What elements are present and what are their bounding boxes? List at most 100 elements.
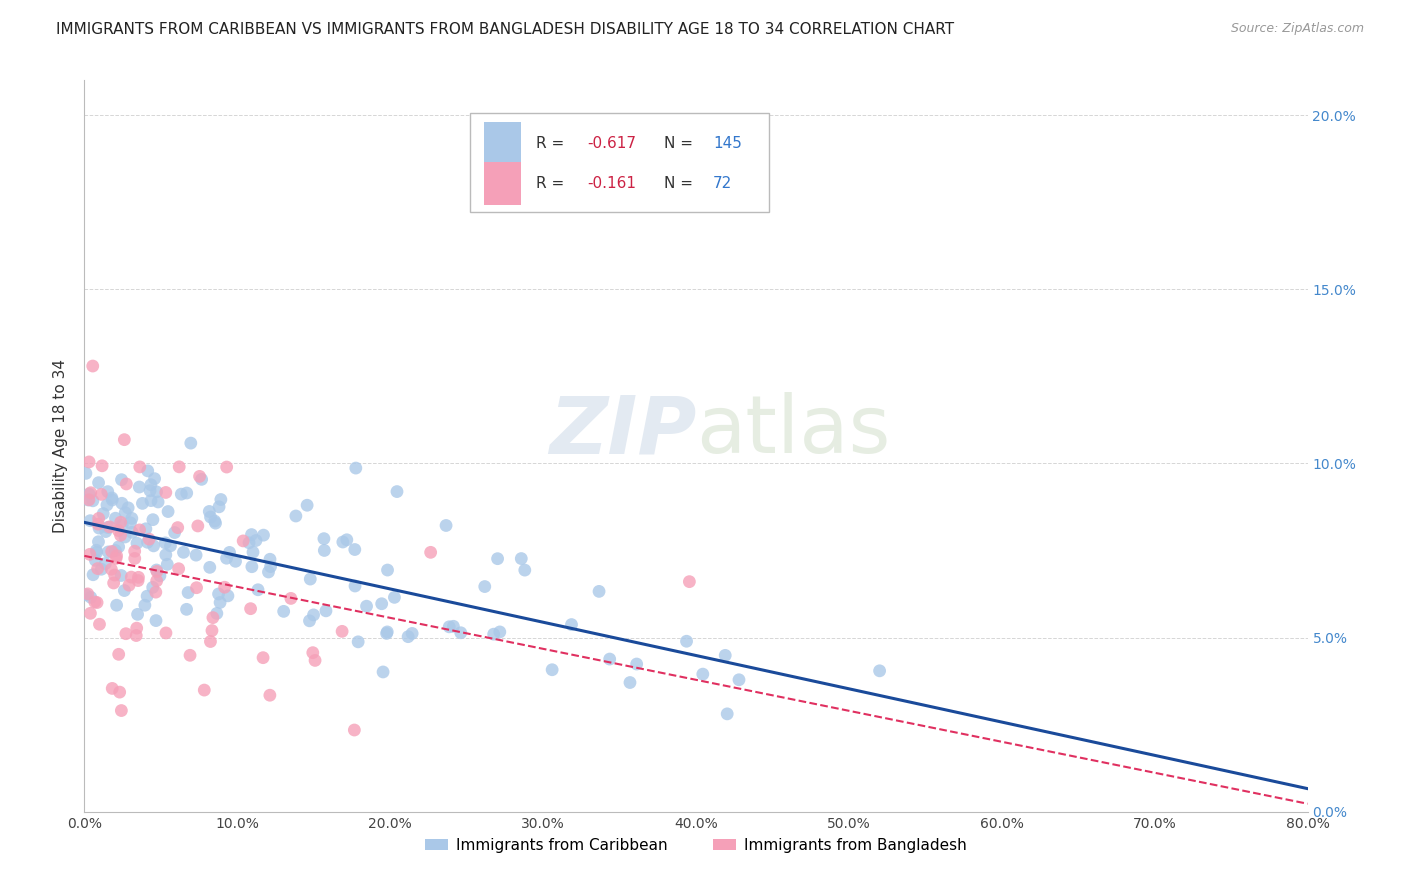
- Point: [142, 580, 165, 594]
- Point: [77, 492, 100, 507]
- Point: [124, 544, 146, 558]
- Point: [127, 607, 149, 622]
- Point: [104, 568, 127, 582]
- Point: [121, 511, 143, 525]
- Point: [728, 673, 751, 687]
- FancyBboxPatch shape: [470, 113, 769, 212]
- Point: [370, 597, 392, 611]
- Point: [245, 533, 267, 548]
- Point: [190, 472, 212, 486]
- Point: [90, 487, 112, 501]
- Point: [377, 563, 399, 577]
- Point: [82, 567, 104, 582]
- Point: [135, 522, 157, 536]
- Point: [136, 589, 159, 603]
- Point: [201, 624, 224, 638]
- Point: [401, 626, 423, 640]
- Point: [86, 561, 108, 575]
- Point: [336, 533, 359, 547]
- Point: [450, 625, 472, 640]
- Point: [259, 559, 281, 574]
- Text: Source: ZipAtlas.com: Source: ZipAtlas.com: [1230, 22, 1364, 36]
- Point: [111, 496, 134, 510]
- Point: [110, 568, 132, 582]
- Point: [207, 587, 229, 601]
- Point: [187, 519, 209, 533]
- Text: N =: N =: [664, 176, 697, 191]
- Point: [396, 630, 419, 644]
- Point: [82, 493, 104, 508]
- Point: [193, 683, 215, 698]
- Point: [716, 706, 738, 721]
- Point: [155, 485, 177, 500]
- Point: [96, 498, 118, 512]
- Point: [127, 574, 149, 588]
- Point: [100, 544, 122, 558]
- Text: IMMIGRANTS FROM CARIBBEAN VS IMMIGRANTS FROM BANGLADESH DISABILITY AGE 18 TO 34 : IMMIGRANTS FROM CARIBBEAN VS IMMIGRANTS …: [56, 22, 955, 37]
- Point: [295, 498, 318, 512]
- Point: [330, 624, 353, 639]
- Point: [110, 515, 132, 529]
- Point: [105, 549, 128, 563]
- Text: ZIP: ZIP: [548, 392, 696, 470]
- Point: [76, 587, 98, 601]
- Point: [273, 604, 295, 618]
- Point: [139, 483, 162, 498]
- Point: [110, 704, 132, 718]
- Point: [332, 535, 354, 549]
- Bar: [484, 162, 522, 204]
- Point: [142, 513, 165, 527]
- Point: [105, 598, 128, 612]
- Point: [247, 582, 270, 597]
- Point: [356, 599, 378, 614]
- Point: [145, 484, 167, 499]
- Point: [108, 685, 131, 699]
- Point: [89, 617, 111, 632]
- Point: [474, 580, 496, 594]
- Point: [200, 634, 222, 648]
- Point: [125, 621, 148, 635]
- Point: [115, 477, 138, 491]
- Point: [439, 620, 461, 634]
- Point: [114, 530, 136, 544]
- Text: -0.617: -0.617: [588, 136, 636, 151]
- Point: [110, 473, 132, 487]
- Point: [180, 436, 202, 450]
- Point: [101, 491, 124, 505]
- Point: [75, 467, 97, 481]
- Point: [214, 580, 236, 594]
- Point: [136, 464, 159, 478]
- Point: [94, 524, 117, 539]
- Point: [678, 574, 700, 589]
- Point: [124, 551, 146, 566]
- Point: [120, 516, 142, 530]
- Point: [714, 648, 737, 663]
- Point: [87, 534, 110, 549]
- Point: [314, 543, 336, 558]
- Point: [128, 523, 150, 537]
- Point: [128, 459, 150, 474]
- Text: atlas: atlas: [696, 392, 890, 470]
- Point: [77, 455, 100, 469]
- Point: [371, 665, 394, 679]
- Bar: [484, 122, 522, 164]
- Point: [87, 475, 110, 490]
- Point: [145, 574, 167, 588]
- Point: [240, 559, 263, 574]
- Text: -0.161: -0.161: [588, 176, 636, 191]
- Text: 145: 145: [713, 136, 742, 151]
- Point: [177, 585, 200, 599]
- Text: R =: R =: [536, 176, 569, 191]
- Point: [215, 460, 238, 475]
- Point: [419, 545, 441, 559]
- Point: [198, 504, 221, 518]
- Point: [560, 617, 582, 632]
- Point: [97, 520, 120, 534]
- Point: [173, 545, 195, 559]
- Point: [146, 495, 169, 509]
- Point: [375, 624, 398, 639]
- Point: [112, 433, 135, 447]
- Point: [118, 578, 141, 592]
- Point: [179, 648, 201, 663]
- Point: [240, 527, 263, 541]
